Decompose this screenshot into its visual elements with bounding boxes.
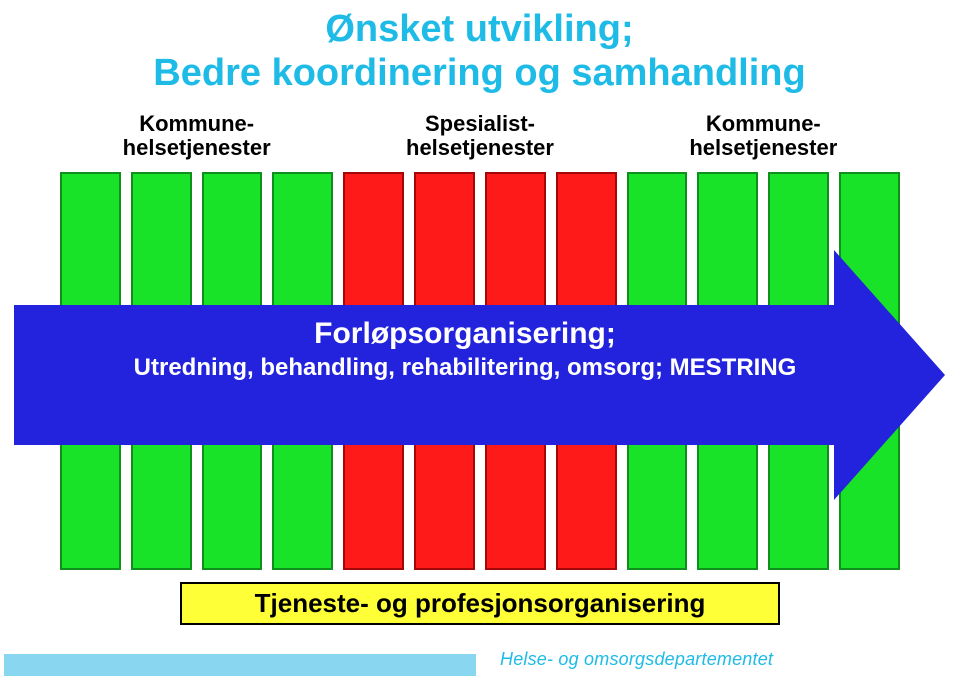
arrow-main-text: Forløpsorganisering; [80,315,850,353]
svc-text: Spesialist- [343,112,616,136]
title-line-1: Ønsket utvikling; [0,8,959,52]
svc-text: Kommune- [627,112,900,136]
flow-arrow-text: Forløpsorganisering; Utredning, behandli… [80,315,850,383]
service-header-spesialist: Spesialist- helsetjenester [343,112,616,160]
slide-root: Ønsket utvikling; Bedre koordinering og … [0,0,959,676]
service-header-kommune-left: Kommune- helsetjenester [60,112,333,160]
slide-title: Ønsket utvikling; Bedre koordinering og … [0,0,959,95]
svc-text: Kommune- [60,112,333,136]
svc-text: helsetjenester [60,136,333,160]
svc-text: helsetjenester [627,136,900,160]
footer-text: Helse- og omsorgsdepartementet [500,649,773,670]
svc-text: helsetjenester [343,136,616,160]
service-header-row: Kommune- helsetjenester Spesialist- hels… [60,112,900,160]
title-line-2: Bedre koordinering og samhandling [0,52,959,96]
bottom-label: Tjeneste- og profesjonsorganisering [180,582,780,625]
service-header-kommune-right: Kommune- helsetjenester [627,112,900,160]
footer-strip [4,654,476,676]
arrow-sub-text: Utredning, behandling, rehabilitering, o… [80,353,850,383]
